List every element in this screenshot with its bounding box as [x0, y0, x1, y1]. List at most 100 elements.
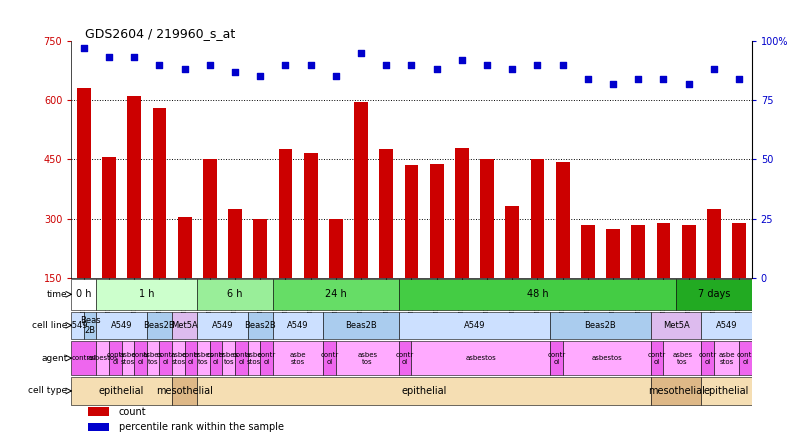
Text: 0 h: 0 h [76, 289, 92, 299]
Point [480, 61, 493, 68]
Text: contr
ol: contr ol [156, 352, 175, 365]
Text: asbestos: asbestos [87, 355, 118, 361]
Bar [203, 159, 217, 278]
Bar [631, 225, 646, 278]
Point [178, 66, 191, 73]
Bar [152, 108, 166, 278]
Text: asbes
tos: asbes tos [194, 352, 214, 365]
Bar [88, 408, 109, 416]
Point [305, 61, 318, 68]
Text: Beas
2B: Beas 2B [80, 316, 100, 335]
Bar [96, 341, 109, 375]
Bar [254, 219, 267, 278]
Point [228, 68, 241, 75]
Bar [739, 341, 752, 375]
Text: 1 h: 1 h [139, 289, 155, 299]
Bar [701, 341, 714, 375]
Bar [223, 341, 235, 375]
Point [279, 61, 292, 68]
Text: agent: agent [41, 353, 67, 363]
Bar [198, 377, 651, 404]
Bar [77, 88, 91, 278]
Bar [323, 312, 399, 339]
Bar [127, 96, 141, 278]
Bar [323, 341, 336, 375]
Bar [550, 341, 563, 375]
Text: asbe
stos: asbe stos [120, 352, 136, 365]
Text: contr
ol: contr ol [548, 352, 565, 365]
Text: GDS2604 / 219960_s_at: GDS2604 / 219960_s_at [85, 27, 235, 40]
Bar [563, 341, 651, 375]
Bar [651, 312, 701, 339]
Point [682, 80, 695, 87]
Text: Met5A: Met5A [171, 321, 198, 330]
Text: asbestos: asbestos [591, 355, 622, 361]
Bar [651, 341, 663, 375]
Bar [109, 341, 122, 375]
Bar [177, 218, 192, 278]
Bar [329, 219, 343, 278]
Bar [198, 312, 248, 339]
Point [78, 44, 91, 52]
Bar [663, 341, 701, 375]
Bar [198, 341, 210, 375]
Bar [172, 341, 185, 375]
Bar [304, 154, 318, 278]
Point [556, 61, 569, 68]
Bar [550, 312, 651, 339]
Bar [185, 341, 198, 375]
Text: count: count [119, 407, 147, 416]
Bar [581, 226, 595, 278]
Bar [701, 312, 752, 339]
Bar [651, 377, 701, 404]
Bar [102, 158, 116, 278]
Text: A549: A549 [211, 321, 233, 330]
Bar [273, 341, 323, 375]
Point [203, 61, 216, 68]
Text: contr
ol: contr ol [698, 352, 717, 365]
Point [355, 49, 368, 56]
Text: contr
ol: contr ol [736, 352, 754, 365]
Bar [235, 341, 248, 375]
Point [330, 73, 343, 80]
Bar [172, 377, 198, 404]
Text: A549: A549 [716, 321, 737, 330]
Text: contr
ol: contr ol [648, 352, 667, 365]
Text: time: time [47, 290, 67, 299]
Text: epithelial: epithelial [704, 386, 749, 396]
Bar [399, 312, 550, 339]
Text: contr
ol: contr ol [106, 352, 125, 365]
Text: A549: A549 [288, 321, 309, 330]
Bar [379, 150, 393, 278]
Text: asbes
tos: asbes tos [143, 352, 164, 365]
Text: contr
ol: contr ol [321, 352, 339, 365]
Text: asbes
tos: asbes tos [219, 352, 239, 365]
Bar [172, 312, 198, 339]
Bar [71, 377, 172, 404]
Text: cell type: cell type [28, 386, 67, 396]
Text: Beas2B: Beas2B [585, 321, 616, 330]
Text: A549: A549 [464, 321, 485, 330]
Text: Met5A: Met5A [663, 321, 689, 330]
Bar [399, 341, 411, 375]
Point [380, 61, 393, 68]
Text: mesothelial: mesothelial [156, 386, 213, 396]
Point [531, 61, 544, 68]
Text: control: control [72, 355, 96, 361]
Text: 24 h: 24 h [325, 289, 347, 299]
Bar [411, 341, 550, 375]
Bar [606, 229, 620, 278]
Bar [279, 150, 292, 278]
Bar [71, 341, 96, 375]
Point [707, 66, 720, 73]
Bar [556, 162, 569, 278]
Text: contr
ol: contr ol [207, 352, 225, 365]
Text: A549: A549 [67, 321, 88, 330]
Bar [96, 312, 147, 339]
Bar [210, 341, 223, 375]
Text: epithelial: epithelial [402, 386, 447, 396]
Bar [505, 206, 519, 278]
Text: mesothelial: mesothelial [648, 386, 705, 396]
Bar [248, 312, 273, 339]
Bar [160, 341, 172, 375]
